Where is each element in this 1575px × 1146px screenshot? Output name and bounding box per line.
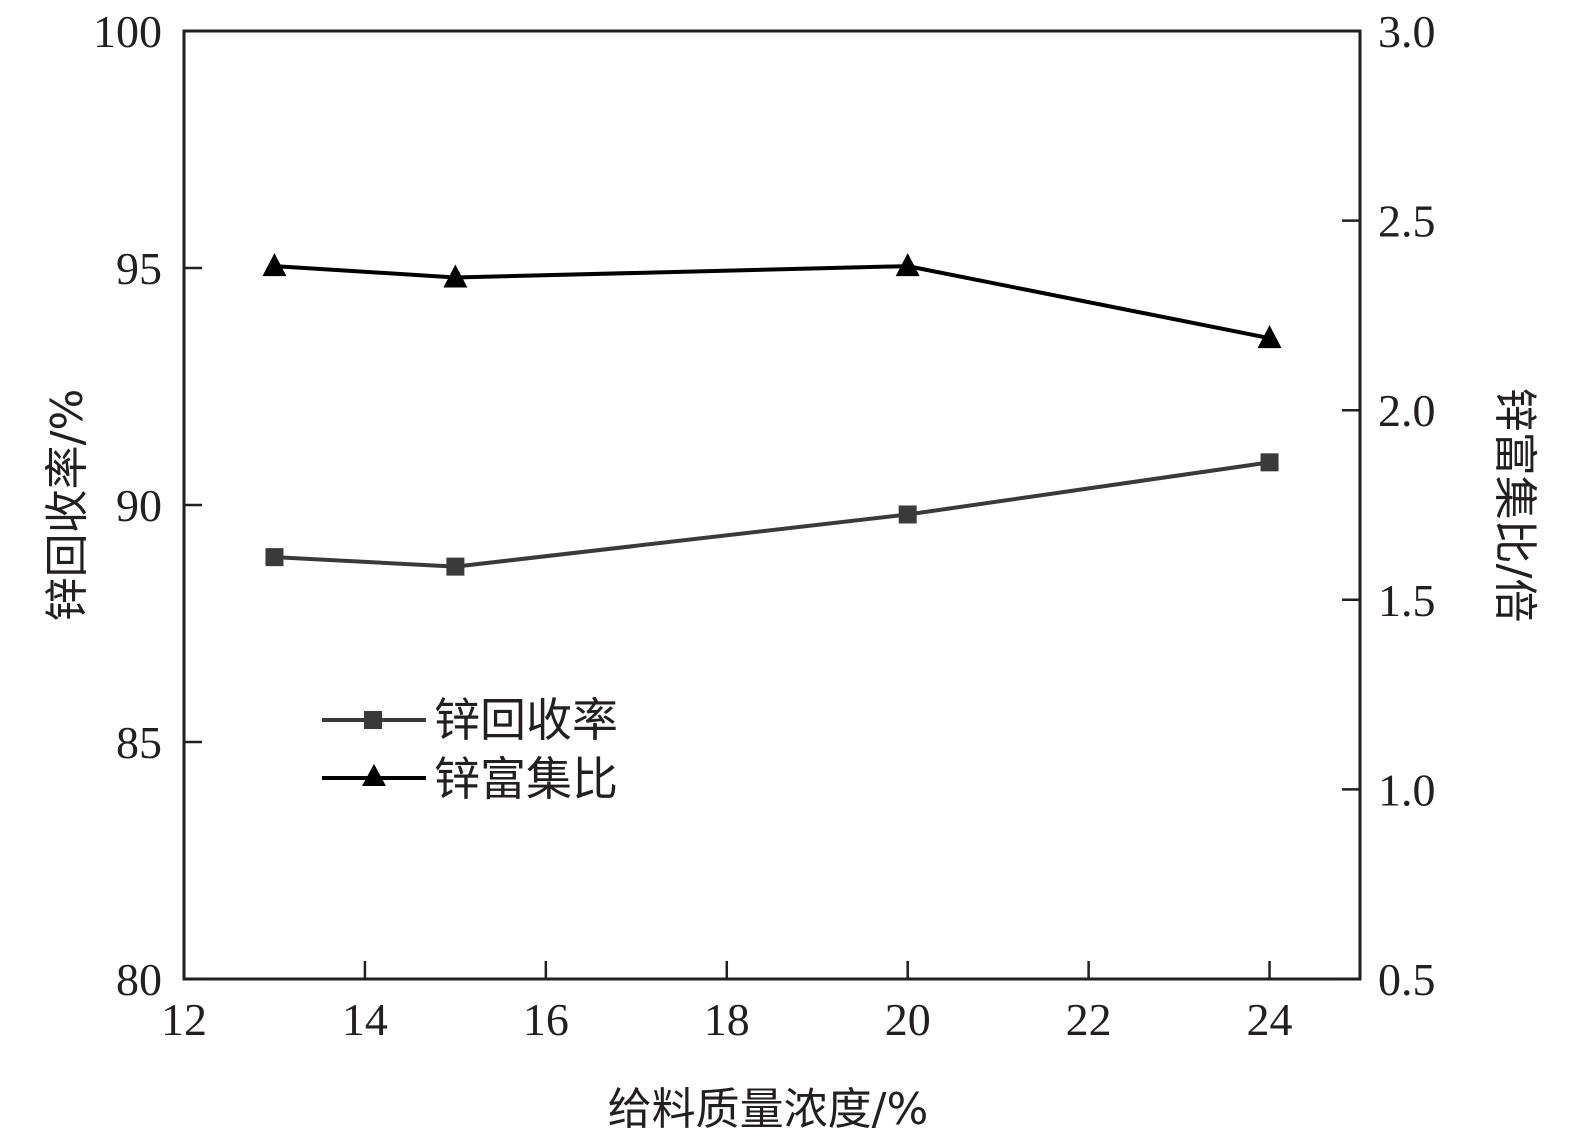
right-y-tick-label: 3.0	[1378, 6, 1436, 57]
x-tick-label: 18	[704, 994, 750, 1045]
left-y-tick-label: 90	[116, 480, 162, 531]
series-0-point	[1260, 453, 1279, 472]
right-y-tick-label: 0.5	[1378, 954, 1436, 1005]
x-tick-label: 22	[1066, 994, 1112, 1045]
series-line-0	[274, 460, 1270, 569]
legend-marker-square	[364, 711, 382, 729]
x-tick-label: 12	[161, 994, 207, 1045]
right-y-tick-label: 2.0	[1378, 385, 1436, 436]
right-y-axis-ticks: 0.5 1.0 1.5 2.0 2.5 3.0	[1342, 6, 1436, 1005]
series-1-point	[895, 253, 920, 277]
right-y-axis-title: 锌富集比/倍	[1489, 388, 1540, 623]
right-y-tick-label: 1.0	[1378, 764, 1436, 815]
series-1-point	[443, 264, 468, 288]
left-y-tick-label: 95	[116, 243, 162, 294]
left-y-tick-label: 80	[116, 954, 162, 1005]
left-y-axis-title: 锌回收率/%	[42, 389, 93, 622]
left-y-axis-ticks: 80 85 90 95 100	[93, 6, 202, 1005]
x-axis-title: 给料质量浓度/%	[608, 1084, 929, 1135]
x-tick-label: 20	[885, 994, 931, 1045]
legend-item-recovery: 锌回收率	[322, 693, 618, 747]
x-tick-label: 24	[1247, 994, 1293, 1045]
legend-item-enrichment: 锌富集比	[322, 752, 618, 806]
series-1-point	[1257, 325, 1282, 349]
left-y-tick-label: 85	[116, 717, 162, 768]
x-tick-label: 14	[342, 994, 388, 1045]
legend: 锌回收率 锌富集比	[322, 693, 618, 806]
right-y-tick-label: 1.5	[1378, 575, 1436, 626]
series-0-point	[898, 505, 917, 524]
series-0-point	[265, 548, 284, 567]
legend-label-recovery: 锌回收率	[434, 693, 618, 747]
series-layer	[262, 253, 1282, 576]
left-y-tick-label: 100	[93, 6, 162, 57]
x-tick-label: 16	[523, 994, 569, 1045]
series-1-point	[262, 253, 287, 277]
right-y-tick-label: 2.5	[1378, 196, 1436, 247]
legend-label-enrichment: 锌富集比	[434, 752, 618, 806]
legend-marker-triangle	[362, 764, 386, 786]
x-axis-ticks: 12 14 16 18 20 22 24	[161, 961, 1293, 1045]
plot-frame	[182, 29, 1362, 981]
series-line-1	[274, 264, 1270, 341]
series-0-point	[446, 557, 465, 576]
